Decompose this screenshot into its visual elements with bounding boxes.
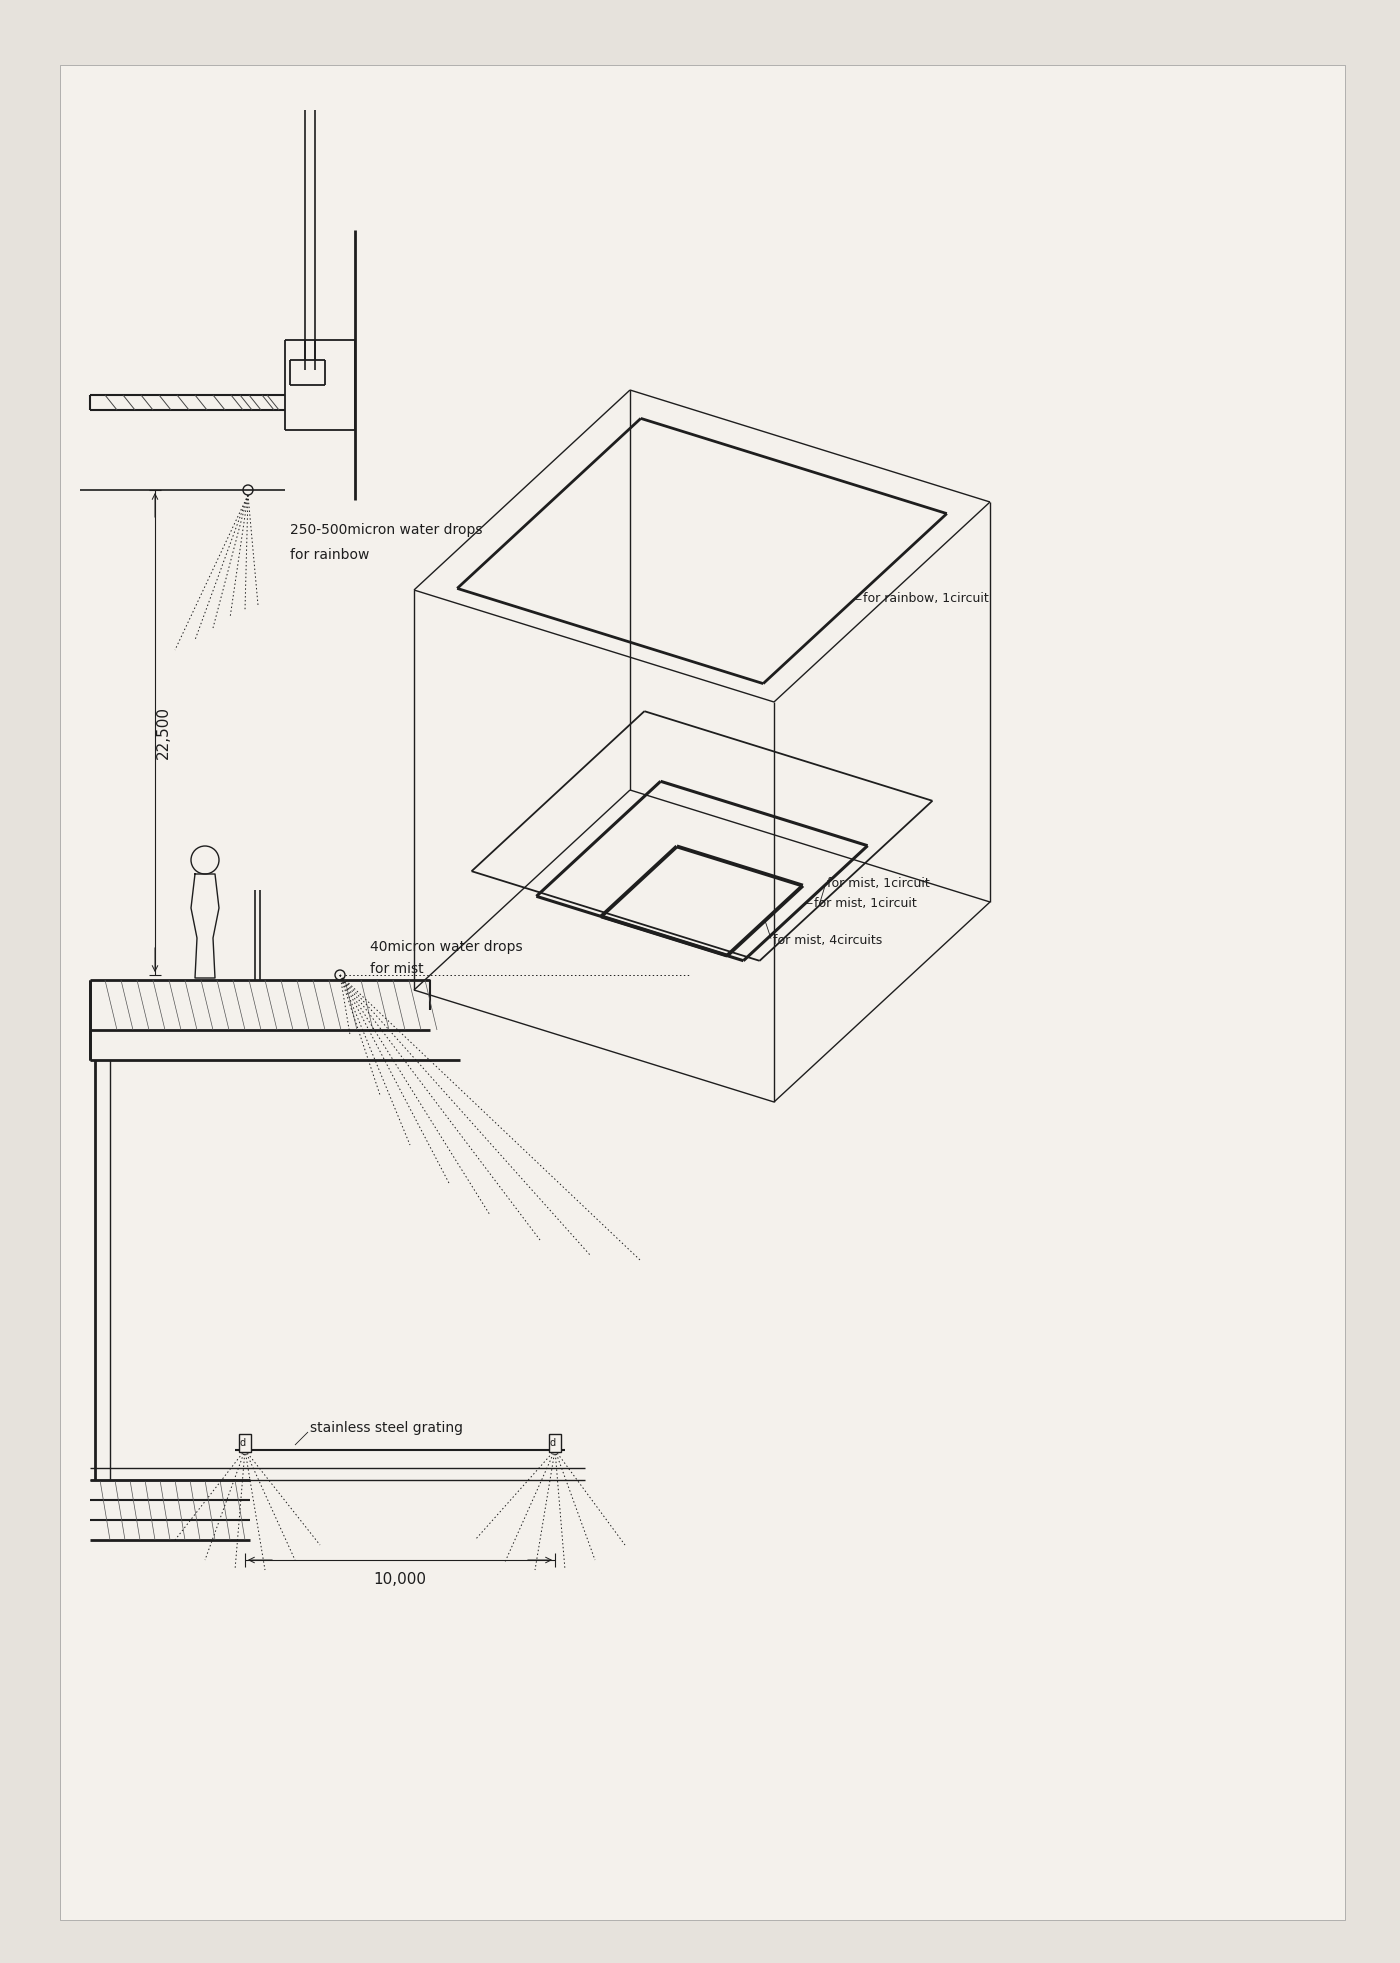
Text: 250-500micron water drops: 250-500micron water drops	[290, 522, 483, 538]
Text: 10,000: 10,000	[374, 1572, 427, 1588]
Text: 40micron water drops: 40micron water drops	[370, 940, 522, 954]
Text: for mist, 4circuits: for mist, 4circuits	[773, 934, 882, 946]
Text: for mist, 1circuit: for mist, 1circuit	[827, 877, 930, 891]
Text: 22,500: 22,500	[155, 707, 171, 760]
Text: for rainbow: for rainbow	[290, 548, 370, 561]
FancyBboxPatch shape	[549, 1435, 561, 1453]
FancyBboxPatch shape	[60, 65, 1345, 1920]
Text: for rainbow, 1circuit: for rainbow, 1circuit	[862, 593, 988, 605]
Text: stainless steel grating: stainless steel grating	[309, 1421, 463, 1435]
Text: for mist: for mist	[370, 962, 424, 976]
Text: d: d	[239, 1439, 246, 1449]
Text: for mist, 1circuit: for mist, 1circuit	[813, 897, 916, 909]
Text: d: d	[550, 1439, 556, 1449]
FancyBboxPatch shape	[239, 1435, 251, 1453]
